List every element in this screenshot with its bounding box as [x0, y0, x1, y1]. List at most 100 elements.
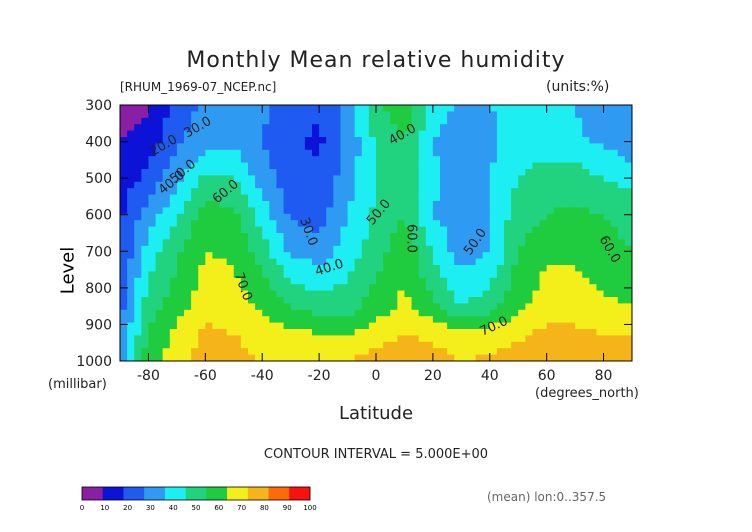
heatmap-cell — [184, 348, 192, 356]
heatmap-cell — [191, 277, 199, 285]
heatmap-cell — [148, 290, 157, 298]
heatmap-cell — [582, 335, 590, 343]
contour-interval-note: CONTOUR INTERVAL = 5.000E+00 — [263, 447, 489, 462]
heatmap-cell — [461, 201, 470, 208]
heatmap-cell — [596, 226, 605, 234]
heatmap-cell — [617, 316, 626, 324]
heatmap-cell — [496, 297, 505, 304]
heatmap-cell — [283, 175, 292, 183]
heatmap-cell — [169, 258, 178, 266]
heatmap-cell — [411, 245, 420, 253]
heatmap-cell — [596, 329, 605, 336]
heatmap-cell — [454, 348, 462, 356]
heatmap-cell — [233, 271, 242, 279]
heatmap-cell — [624, 297, 632, 304]
heatmap-cell — [205, 143, 214, 151]
heatmap-cell — [596, 213, 605, 221]
heatmap-cell — [134, 124, 142, 132]
heatmap-cell — [546, 226, 555, 234]
heatmap-cell — [169, 316, 178, 324]
heatmap-cell — [162, 149, 171, 157]
heatmap-cell — [141, 207, 150, 215]
heatmap-cell — [297, 143, 306, 151]
heatmap-cell — [368, 124, 377, 132]
heatmap-cell — [504, 111, 512, 119]
heatmap-cell — [269, 239, 278, 247]
heatmap-cell — [148, 271, 157, 279]
heatmap-cell — [489, 233, 498, 240]
heatmap-cell — [269, 290, 278, 298]
heatmap-cell — [603, 226, 612, 234]
heatmap-cell — [262, 201, 270, 208]
heatmap-cell — [255, 226, 263, 234]
heatmap-cell — [397, 354, 406, 361]
heatmap-cell — [418, 297, 427, 304]
heatmap-cell — [546, 233, 555, 240]
heatmap-cell — [269, 284, 278, 292]
heatmap-cell — [553, 194, 562, 202]
heatmap-cell — [148, 124, 157, 132]
heatmap-cell — [162, 117, 171, 125]
heatmap-cell — [169, 181, 178, 189]
heatmap-cell — [368, 207, 377, 215]
heatmap-cell — [617, 149, 626, 157]
heatmap-cell — [361, 252, 370, 260]
heatmap-cell — [496, 143, 505, 151]
heatmap-cell — [589, 258, 598, 266]
heatmap-cell — [511, 169, 519, 176]
heatmap-cell — [191, 258, 199, 266]
heatmap-cell — [390, 265, 398, 272]
heatmap-cell — [127, 175, 135, 183]
heatmap-cell — [361, 181, 370, 189]
heatmap-cell — [425, 258, 434, 266]
heatmap-cell — [432, 175, 441, 183]
heatmap-cell — [283, 130, 292, 138]
heatmap-cell — [169, 124, 178, 132]
heatmap-cell — [425, 226, 434, 234]
heatmap-cell — [184, 169, 192, 176]
heatmap-cell — [624, 341, 632, 349]
heatmap-cell — [418, 181, 427, 189]
heatmap-cell — [603, 245, 612, 253]
heatmap-cell — [326, 239, 334, 247]
heatmap-cell — [546, 348, 555, 356]
heatmap-cell — [340, 105, 349, 112]
heatmap-cell — [312, 348, 320, 356]
heatmap-cell — [447, 124, 455, 132]
heatmap-cell — [205, 130, 214, 138]
heatmap-cell — [297, 111, 306, 119]
heatmap-cell — [333, 169, 342, 176]
heatmap-cell — [262, 149, 270, 157]
heatmap-cell — [240, 181, 249, 189]
heatmap-cell — [504, 239, 512, 247]
heatmap-cell — [361, 316, 370, 324]
heatmap-cell — [482, 297, 491, 304]
heatmap-cell — [148, 220, 157, 228]
heatmap-cell — [411, 130, 420, 138]
heatmap-cell — [191, 213, 199, 221]
heatmap-cell — [425, 220, 434, 228]
heatmap-cell — [468, 239, 477, 247]
heatmap-cell — [617, 220, 626, 228]
heatmap-cell — [361, 277, 370, 285]
heatmap-cell — [169, 233, 178, 240]
heatmap-cell — [418, 348, 427, 356]
heatmap-cell — [575, 239, 583, 247]
heatmap-cell — [589, 220, 598, 228]
heatmap-cell — [276, 137, 285, 144]
heatmap-cell — [297, 316, 306, 324]
heatmap-cell — [539, 271, 548, 279]
heatmap-cell — [333, 213, 342, 221]
heatmap-cell — [326, 341, 334, 349]
heatmap-cell — [191, 181, 199, 189]
heatmap-cell — [397, 181, 406, 189]
heatmap-cell — [148, 226, 157, 234]
heatmap-cell — [390, 207, 398, 215]
colorbar-tick-label: 20 — [123, 504, 132, 512]
heatmap-cell — [568, 322, 576, 330]
heatmap-cell — [226, 169, 235, 176]
heatmap-cell — [184, 252, 192, 260]
heatmap-cell — [461, 284, 470, 292]
heatmap-cell — [326, 329, 334, 336]
heatmap-cell — [560, 258, 569, 266]
